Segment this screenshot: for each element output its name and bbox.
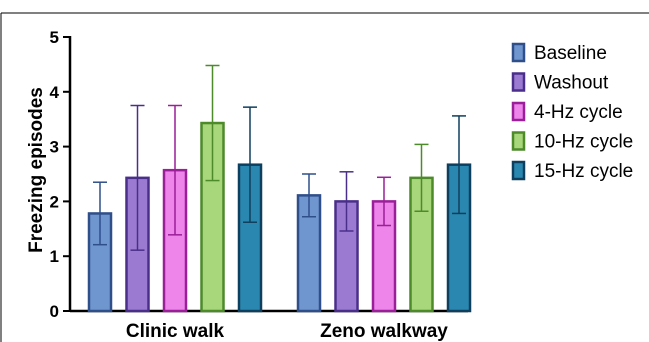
y-tick-label: 5	[50, 28, 59, 47]
y-tick-label: 4	[50, 83, 60, 102]
y-tick-label: 2	[50, 192, 59, 211]
y-tick-label: 3	[50, 138, 59, 157]
legend-label: 10-Hz cycle	[534, 132, 633, 153]
legend-swatch	[511, 160, 526, 181]
y-tick-label: 1	[50, 247, 59, 266]
legend-label: Washout	[534, 73, 609, 94]
bars: Clinic walk Zeno walkway	[87, 64, 472, 342]
x-category-label: Clinic walk	[126, 321, 225, 342]
legend-label: 4-Hz cycle	[534, 102, 623, 123]
legend-swatch	[511, 42, 526, 63]
y-tick-label: 0	[50, 302, 59, 321]
legend-swatch	[511, 72, 526, 92]
legend-label: Baseline	[534, 43, 607, 64]
legend-swatch	[511, 131, 526, 151]
y-axis-label: Freezing episodes	[26, 87, 47, 253]
legend-swatch	[511, 101, 526, 122]
x-category-label: Zeno walkway	[320, 321, 448, 342]
legend-label: 15-Hz cycle	[534, 161, 633, 182]
legend: Baseline Washout 4-Hz cycle 10-Hz cycle 15-H…	[511, 42, 633, 182]
